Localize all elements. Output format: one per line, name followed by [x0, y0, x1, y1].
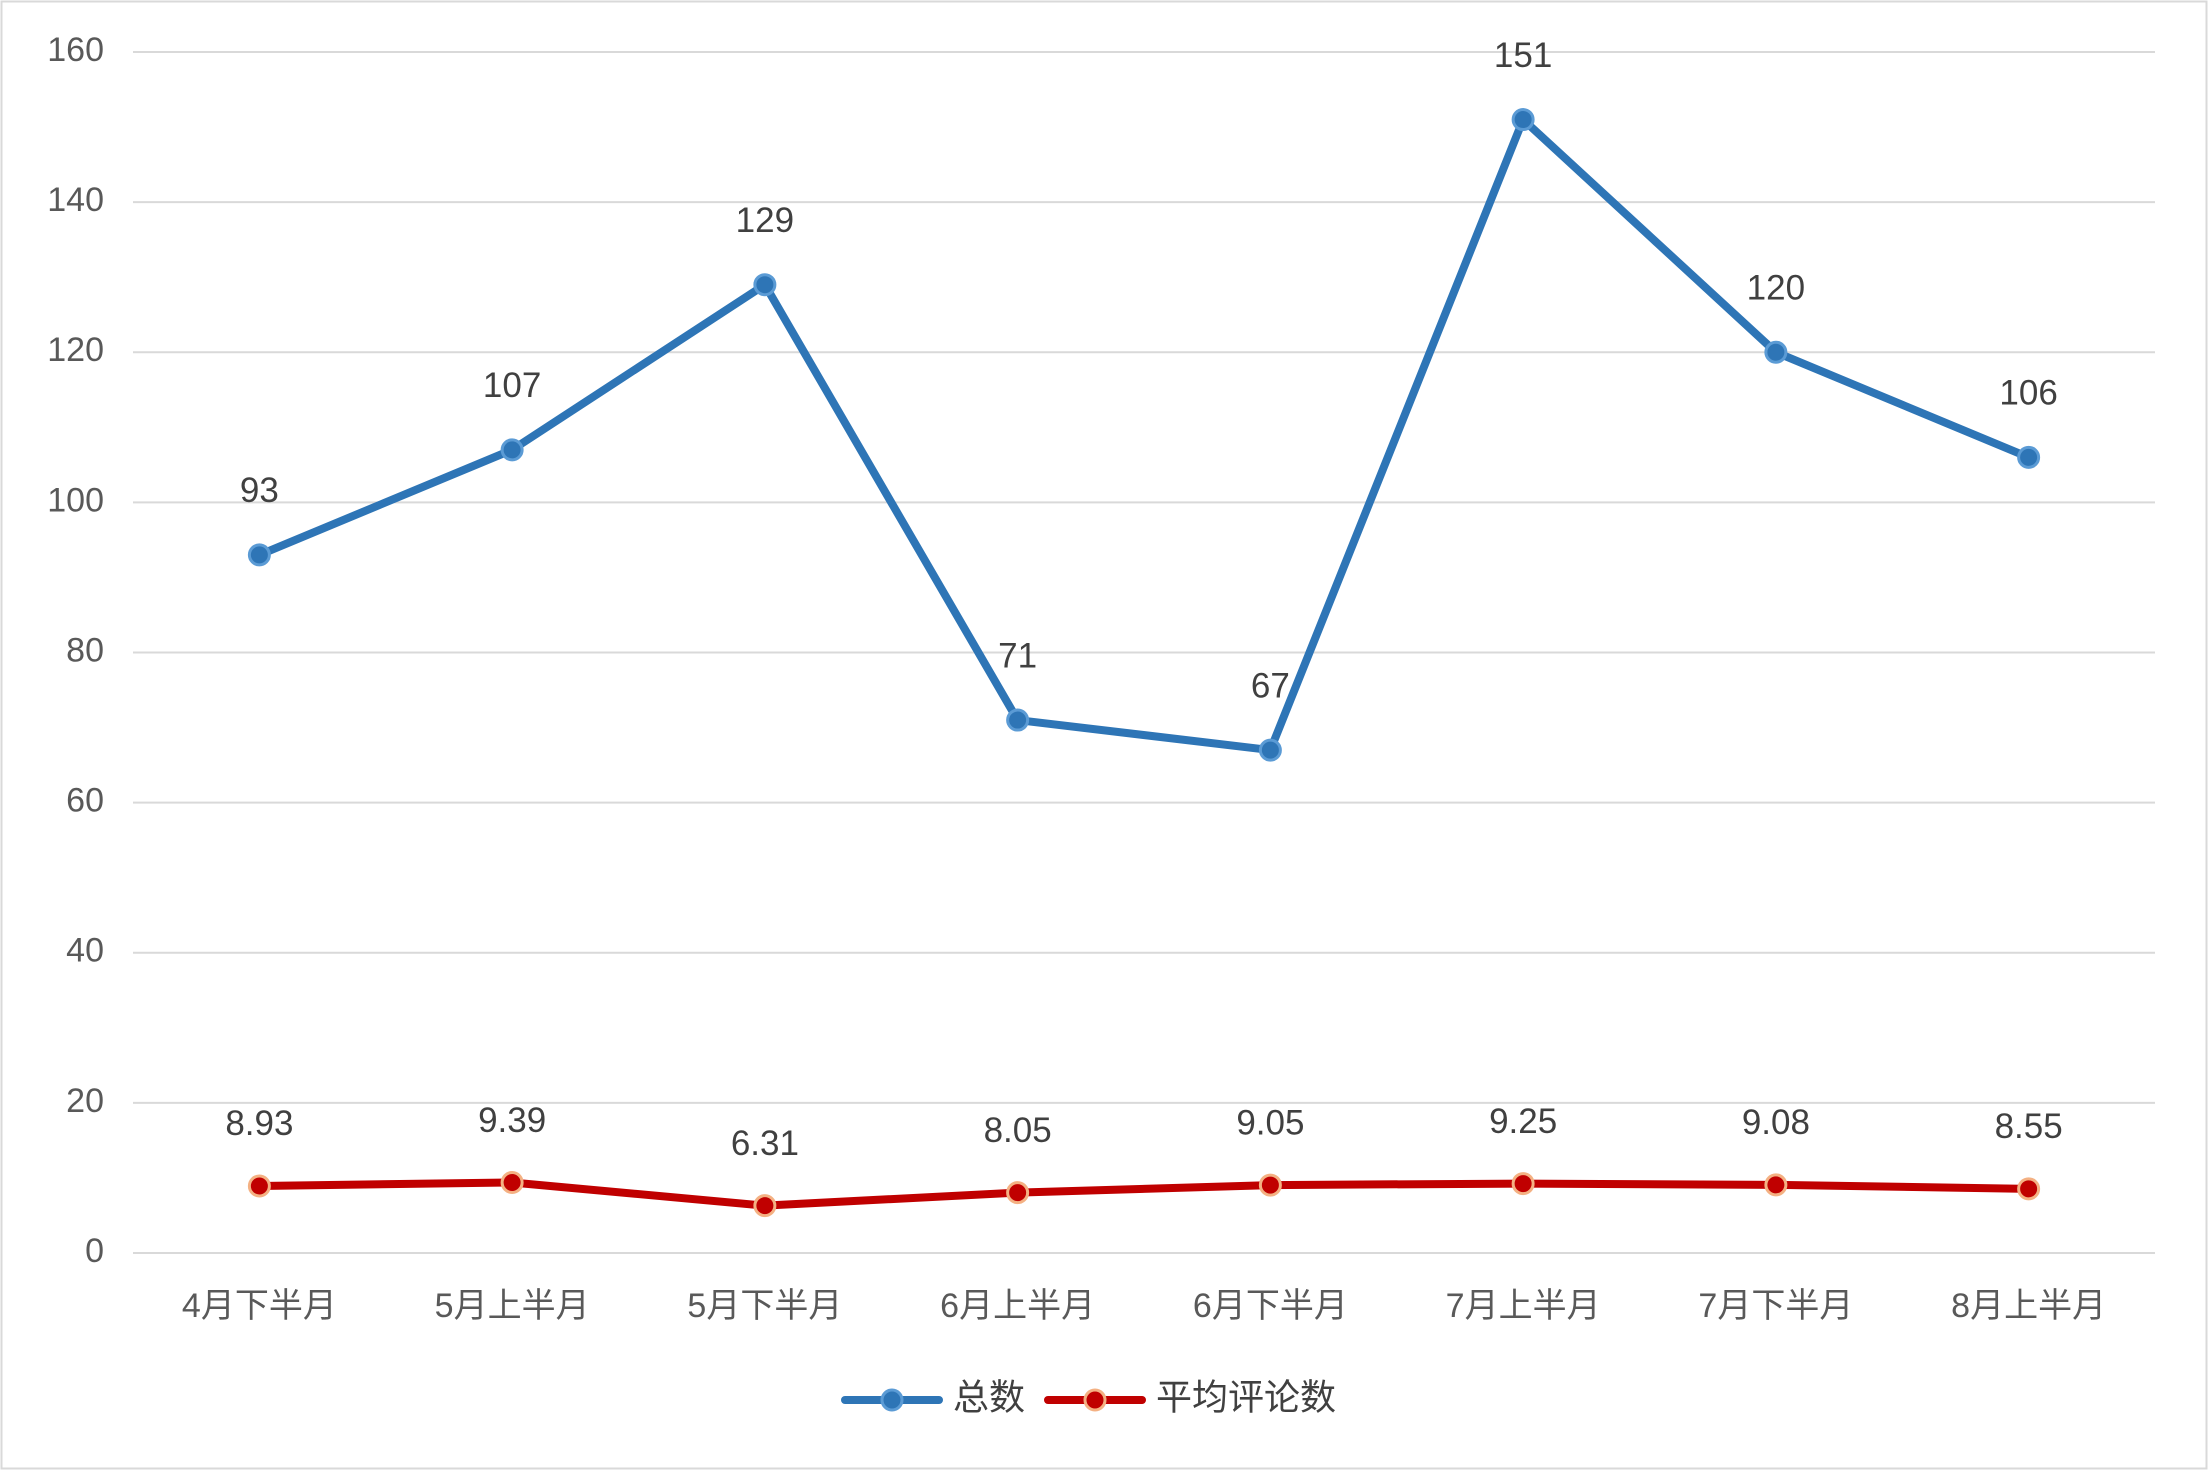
data-point — [753, 1194, 777, 1218]
legend-marker-swatch — [1083, 1388, 1107, 1412]
data-label: 9.05 — [1236, 1103, 1304, 1142]
x-axis-ticks: 4月下半月 5月上半月 5月下半月 6月上半月 6月下半月 7月上半月 7月下半月 8月上半月 — [182, 1287, 2106, 1325]
data-point — [1258, 738, 1282, 762]
data-point — [1006, 1181, 1030, 1205]
data-point — [1006, 708, 1030, 732]
y-tick-label: 100 — [47, 481, 104, 519]
series-lines — [247, 108, 2041, 1218]
data-point — [1511, 108, 1535, 132]
data-label: 8.05 — [984, 1111, 1052, 1150]
data-point — [753, 273, 777, 297]
series-line — [255, 1178, 2033, 1210]
y-tick-label: 60 — [66, 782, 104, 820]
data-label: 67 — [1251, 666, 1290, 705]
y-tick-label: 40 — [66, 932, 104, 970]
data-label: 106 — [1999, 374, 2057, 413]
data-label: 151 — [1494, 36, 1552, 75]
data-labels: 93 107 129 71 67 151 120 106 8.93 9.39 6.31 8.05 9.0… — [225, 36, 2062, 1163]
series-line — [255, 115, 2033, 755]
data-label: 107 — [483, 366, 541, 405]
data-label: 9.25 — [1489, 1102, 1557, 1141]
y-tick-label: 20 — [66, 1082, 104, 1120]
x-tick-label: 6月上半月 — [940, 1287, 1095, 1325]
data-label: 9.39 — [478, 1101, 546, 1140]
y-tick-label: 140 — [47, 181, 104, 219]
y-axis-ticks: 0 20 40 60 80 100 120 140 160 — [47, 31, 104, 1270]
data-label: 93 — [240, 471, 279, 510]
legend-item-avg-comments: 平均评论数 — [1044, 1377, 1336, 1418]
data-point — [500, 438, 524, 462]
legend-label: 平均评论数 — [1156, 1377, 1336, 1418]
data-point — [1258, 1173, 1282, 1197]
data-point — [2017, 445, 2041, 469]
data-label: 8.93 — [225, 1104, 293, 1143]
y-tick-label: 80 — [66, 631, 104, 669]
data-point — [2017, 1177, 2041, 1201]
x-tick-label: 6月下半月 — [1193, 1287, 1348, 1325]
x-tick-label: 7月上半月 — [1446, 1287, 1601, 1325]
data-point — [247, 1174, 271, 1198]
data-label: 120 — [1747, 269, 1805, 308]
series-avg-comments — [247, 1171, 2041, 1218]
data-label: 129 — [736, 201, 794, 240]
data-label: 9.08 — [1742, 1103, 1810, 1142]
legend-item-total: 总数 — [841, 1377, 1025, 1418]
y-tick-label: 0 — [85, 1232, 104, 1270]
data-point — [500, 1171, 524, 1195]
x-tick-label: 5月上半月 — [435, 1287, 590, 1325]
y-tick-label: 160 — [47, 31, 104, 69]
legend: 总数 平均评论数 — [841, 1377, 1336, 1418]
x-tick-label: 5月下半月 — [687, 1287, 842, 1325]
data-label: 8.55 — [1995, 1107, 2063, 1146]
data-point — [1764, 1173, 1788, 1197]
y-tick-label: 120 — [47, 331, 104, 369]
x-tick-label: 4月下半月 — [182, 1287, 337, 1325]
series-total — [247, 108, 2041, 762]
data-label: 71 — [998, 636, 1037, 675]
legend-label: 总数 — [953, 1377, 1025, 1418]
data-point — [1764, 340, 1788, 364]
gridlines — [133, 51, 2155, 1254]
x-tick-label: 8月上半月 — [1951, 1287, 2106, 1325]
data-point — [247, 543, 271, 567]
legend-marker-swatch — [880, 1388, 904, 1412]
x-tick-label: 7月下半月 — [1698, 1287, 1853, 1325]
data-label: 6.31 — [731, 1124, 799, 1163]
data-point — [1511, 1172, 1535, 1196]
